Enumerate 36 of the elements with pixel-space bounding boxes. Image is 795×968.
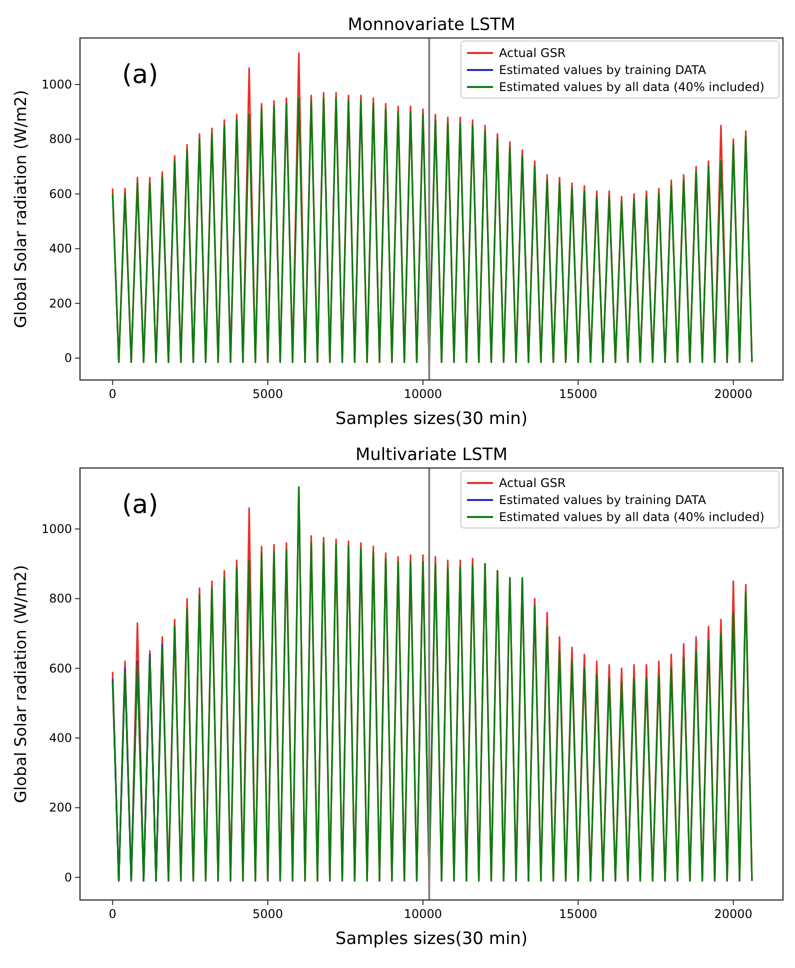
x-tick-label: 20000: [714, 907, 752, 921]
x-axis-title: Samples sizes(30 min): [335, 929, 528, 949]
chart-title: Multivariate LSTM: [355, 445, 508, 465]
x-tick-label: 0: [108, 907, 116, 921]
x-tick-label: 5000: [252, 387, 284, 401]
legend-label: Actual GSR: [499, 46, 566, 60]
y-tick-label: 0: [64, 351, 72, 366]
chart-title: Monnovariate LSTM: [348, 15, 516, 35]
y-tick-label: 1000: [41, 78, 72, 92]
x-tick-label: 15000: [559, 387, 598, 401]
x-tick-label: 5000: [252, 907, 284, 921]
y-tick-label: 200: [49, 800, 72, 815]
y-tick-label: 600: [49, 186, 72, 201]
x-tick-label: 15000: [559, 907, 598, 921]
y-tick-label: 0: [64, 870, 72, 884]
y-axis-title: Global Solar radiation (W/m2): [11, 565, 30, 803]
annotation: (a): [122, 490, 158, 520]
y-tick-label: 200: [49, 296, 72, 310]
y-axis-title: Global Solar radiation (W/m2): [11, 90, 30, 328]
y-tick-label: 600: [49, 661, 72, 676]
x-axis-title: Samples sizes(30 min): [335, 409, 528, 429]
legend-label: Estimated values by all data (40% included): [499, 510, 764, 524]
y-tick-label: 400: [49, 731, 72, 745]
legend-label: Estimated values by all data (40% included): [499, 80, 764, 94]
y-tick-label: 800: [49, 592, 72, 606]
x-tick-label: 0: [108, 387, 116, 401]
y-tick-label: 800: [49, 132, 72, 146]
x-tick-label: 20000: [714, 387, 752, 401]
y-tick-label: 400: [49, 242, 72, 256]
annotation: (a): [122, 60, 158, 90]
legend-label: Actual GSR: [499, 476, 566, 490]
x-tick-label: 10000: [404, 907, 442, 921]
legend-label: Estimated values by training DATA: [499, 493, 707, 507]
legend-label: Estimated values by training DATA: [499, 63, 707, 77]
y-tick-label: 1000: [41, 522, 72, 536]
x-tick-label: 10000: [404, 387, 442, 401]
